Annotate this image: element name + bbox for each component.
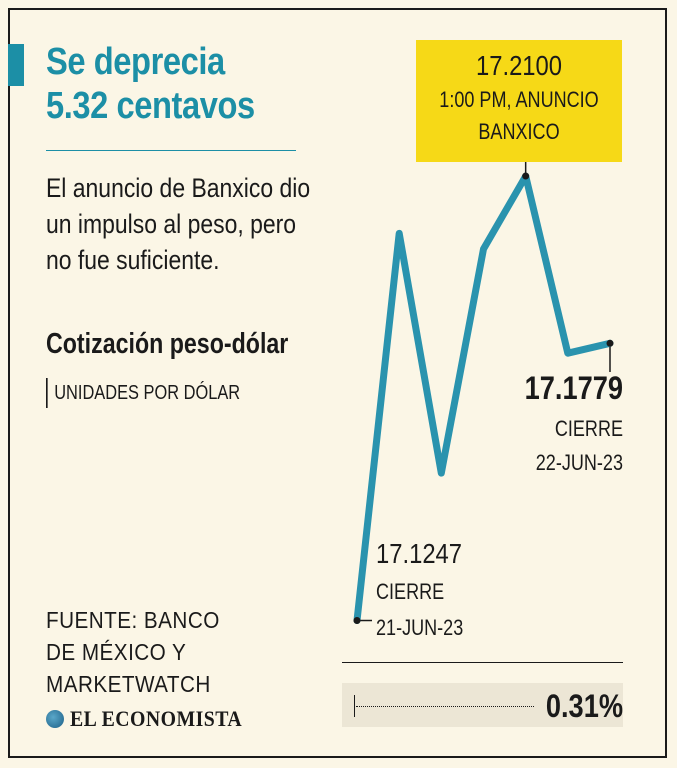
- start-note-line-2: 21-JUN-23: [376, 615, 464, 640]
- brand-logo: EL ECONOMISTA: [46, 706, 261, 732]
- peak-note-line-2: BANXICO: [478, 119, 560, 144]
- change-leader: [356, 706, 534, 707]
- chart-title: Cotización peso-dólar: [46, 328, 289, 360]
- deck-line-2: un impulso al peso, pero: [46, 209, 297, 239]
- headline-line-2: 5.32 centavos: [46, 85, 255, 127]
- source-credit: FUENTE: BANCO DE MÉXICO Y MARKETWATCH: [46, 604, 220, 700]
- end-note-line-2: 22-JUN-23: [535, 450, 623, 475]
- headline: Se deprecia 5.32 centavos: [46, 40, 255, 128]
- source-line-3: MARKETWATCH: [46, 671, 211, 697]
- start-value-label: 17.1247: [376, 538, 463, 569]
- peak-callout: 17.2100 1:00 PM, ANUNCIO BANXICO: [416, 40, 622, 162]
- source-line-2: DE MÉXICO Y: [46, 639, 187, 665]
- end-value-label: 17.1779: [524, 370, 623, 406]
- series-line: [353, 172, 614, 624]
- deck-line-3: no fue suficiente.: [46, 245, 220, 275]
- change-tick: [354, 695, 355, 717]
- headline-line-1: Se deprecia: [46, 41, 225, 83]
- peak-point: [522, 172, 530, 180]
- end-note-line-1: CIERRE: [554, 416, 623, 441]
- peak-note-line-1: 1:00 PM, ANUNCIO: [439, 87, 599, 112]
- deck-line-1: El anuncio de Banxico dio: [46, 173, 311, 203]
- source-line-1: FUENTE: BANCO: [46, 607, 220, 633]
- change-box: [342, 683, 623, 727]
- change-value: 0.31%: [545, 688, 623, 724]
- deck-text: El anuncio de Banxico dio un impulso al …: [46, 170, 311, 278]
- peak-value: 17.2100: [475, 50, 563, 81]
- globe-icon: [46, 710, 64, 728]
- accent-bar: [8, 44, 24, 86]
- headline-rule: [46, 150, 296, 151]
- units-label: UNIDADES POR DÓLAR: [46, 378, 240, 408]
- brand-name: EL ECONOMISTA: [70, 706, 243, 731]
- bottom-rule: [342, 662, 623, 663]
- start-note-line-1: CIERRE: [376, 579, 445, 604]
- end-point: [606, 339, 614, 347]
- start-point: [353, 617, 361, 625]
